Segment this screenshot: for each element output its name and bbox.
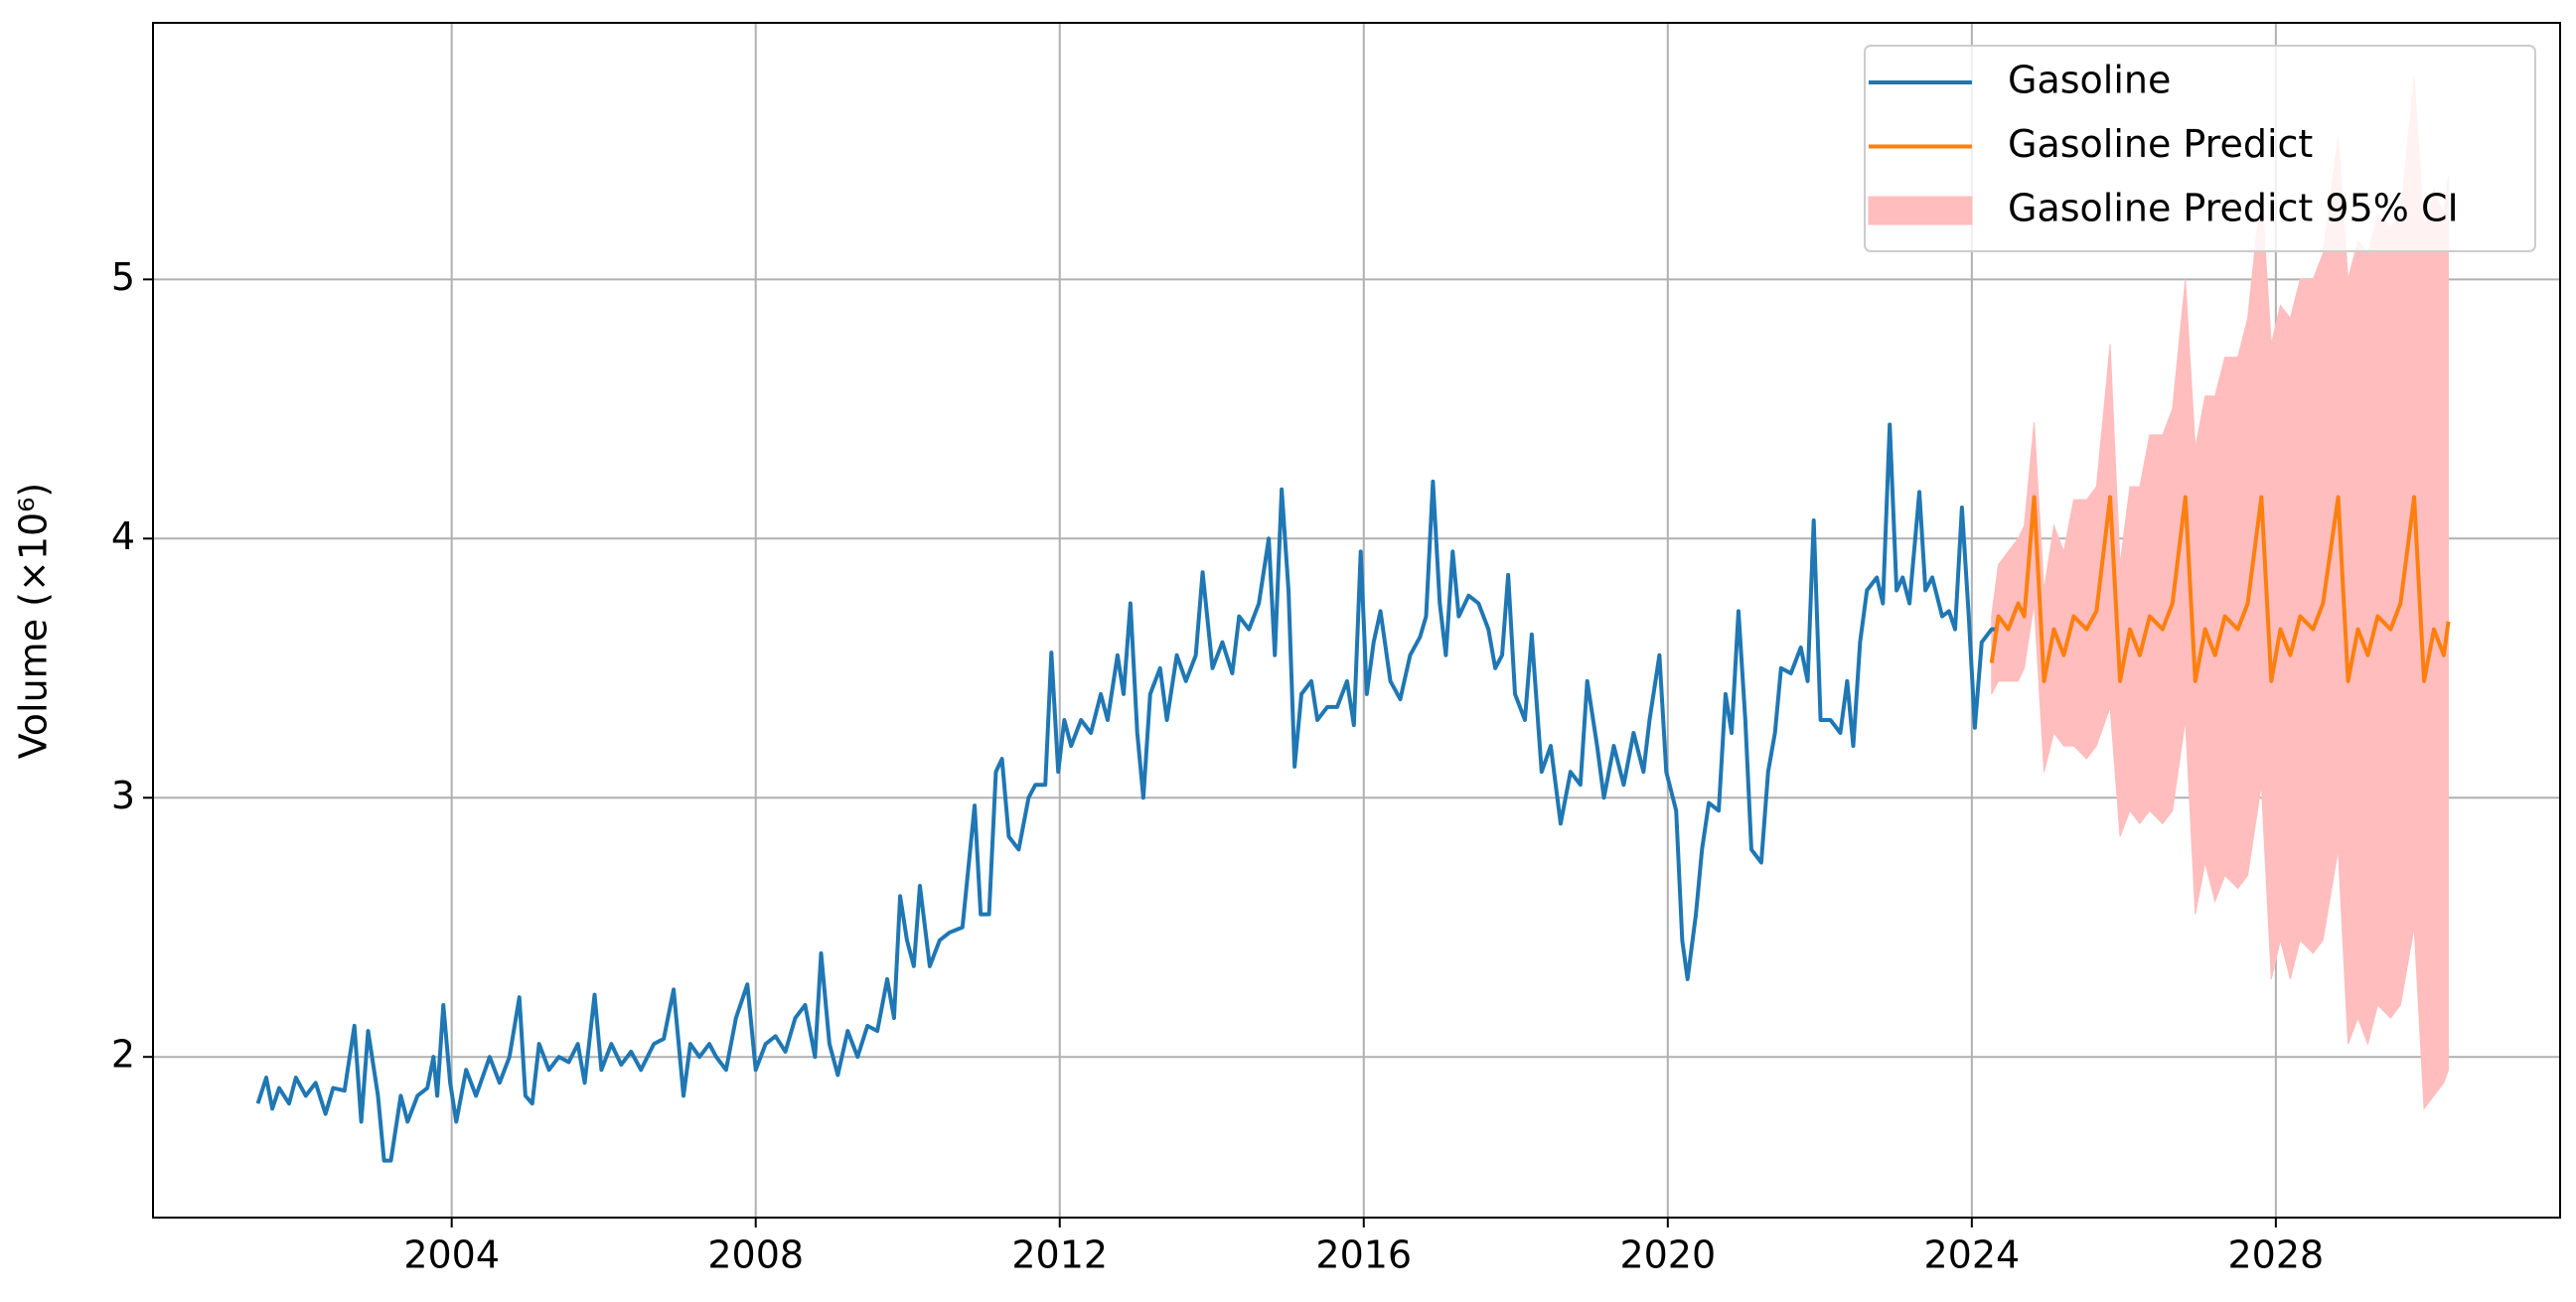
legend-box	[1864, 45, 2536, 252]
legend-label: Gasoline Predict	[2008, 122, 2313, 166]
x-tick-label: 2016	[1315, 1233, 1412, 1277]
x-tick-label: 2004	[403, 1233, 500, 1277]
y-tick-label: 2	[111, 1033, 135, 1077]
plot-layer	[255, 76, 2451, 1163]
x-tick-label: 2028	[2228, 1233, 2325, 1277]
legend-label: Gasoline	[2008, 59, 2171, 102]
series-line	[1989, 495, 2451, 683]
legend-label: Gasoline Predict 95% CI	[2008, 187, 2459, 230]
y-tick-label: 5	[111, 255, 135, 299]
y-tick-label: 4	[111, 514, 135, 558]
series-line	[255, 422, 1999, 1163]
legend-swatch	[1868, 196, 1973, 225]
y-tick-label: 3	[111, 774, 135, 817]
x-tick-label: 2020	[1619, 1233, 1716, 1277]
x-tick-label: 2012	[1011, 1233, 1108, 1277]
x-tick-label: 2024	[1923, 1233, 2020, 1277]
legend: Gasoline Gasoline Predict Gasoline Predict…	[1864, 45, 2536, 252]
plot-frame	[152, 22, 2561, 1219]
confidence-band	[1991, 76, 2450, 1110]
y-axis-label: Volume (×10⁶)	[12, 483, 56, 760]
x-tick-label: 2008	[707, 1233, 804, 1277]
